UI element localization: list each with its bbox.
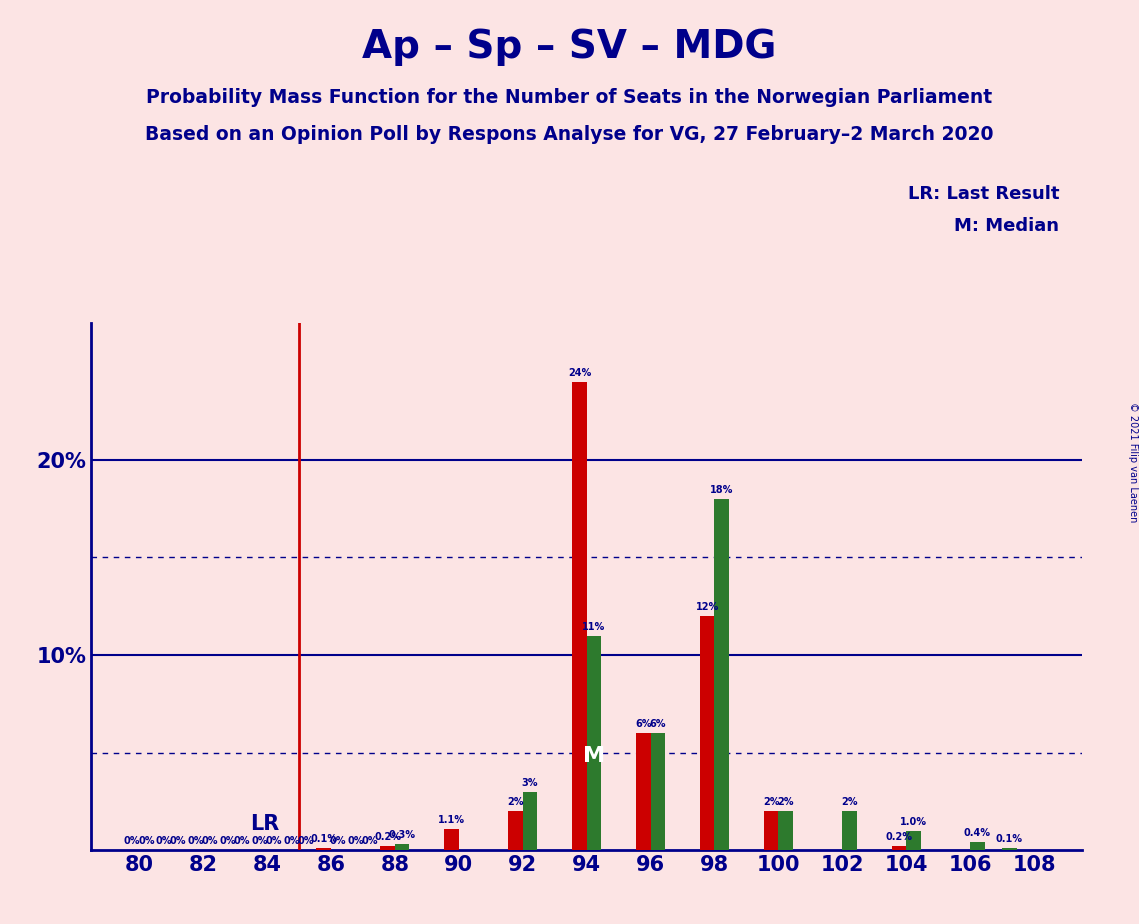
Bar [892,846,907,850]
Text: 0%: 0% [252,836,268,846]
Text: 0%: 0% [330,836,346,846]
Bar [317,848,330,850]
Text: LR: Last Result: LR: Last Result [908,185,1059,202]
Text: 0%: 0% [124,836,140,846]
Text: 2%: 2% [507,797,524,808]
Text: 0.2%: 0.2% [374,833,401,843]
Text: © 2021 Filip van Laenen: © 2021 Filip van Laenen [1129,402,1138,522]
Text: 12%: 12% [696,602,719,612]
Text: 0%: 0% [138,836,155,846]
Text: 0%: 0% [347,836,363,846]
Bar [508,811,523,850]
Text: 0.3%: 0.3% [388,831,416,840]
Bar [970,843,984,850]
Text: 0.1%: 0.1% [310,834,337,845]
Text: 6%: 6% [649,719,666,729]
Bar [523,792,538,850]
Text: 3%: 3% [522,778,538,787]
Text: LR: LR [251,814,280,834]
Text: 11%: 11% [582,622,606,632]
Text: 2%: 2% [842,797,858,808]
Bar [843,811,857,850]
Text: M: M [583,747,605,766]
Text: M: Median: M: Median [954,217,1059,235]
Text: 0%: 0% [220,836,236,846]
Bar [587,636,601,850]
Bar [907,831,920,850]
Text: 24%: 24% [567,368,591,378]
Text: 0.4%: 0.4% [964,829,991,838]
Text: Probability Mass Function for the Number of Seats in the Norwegian Parliament: Probability Mass Function for the Number… [147,88,992,107]
Text: 2%: 2% [777,797,794,808]
Text: 0.2%: 0.2% [885,833,912,843]
Text: 0%: 0% [233,836,251,846]
Bar [764,811,778,850]
Bar [572,382,587,850]
Bar [444,829,459,850]
Text: Based on an Opinion Poll by Respons Analyse for VG, 27 February–2 March 2020: Based on an Opinion Poll by Respons Anal… [146,125,993,144]
Text: 1.0%: 1.0% [900,817,927,827]
Bar [700,616,714,850]
Bar [395,845,409,850]
Text: 6%: 6% [636,719,652,729]
Text: 0%: 0% [156,836,172,846]
Bar [1002,848,1016,850]
Text: 0%: 0% [362,836,378,846]
Bar [714,499,729,850]
Text: 2%: 2% [763,797,779,808]
Bar [637,733,650,850]
Text: 18%: 18% [710,485,734,495]
Bar [778,811,793,850]
Text: 0%: 0% [284,836,300,846]
Text: 0%: 0% [188,836,204,846]
Text: 1.1%: 1.1% [439,815,465,825]
Text: 0%: 0% [265,836,282,846]
Text: Ap – Sp – SV – MDG: Ap – Sp – SV – MDG [362,28,777,66]
Bar [380,846,395,850]
Text: 0%: 0% [202,836,219,846]
Text: 0.1%: 0.1% [995,834,1023,845]
Text: 0%: 0% [297,836,314,846]
Text: 0%: 0% [170,836,187,846]
Bar [650,733,665,850]
